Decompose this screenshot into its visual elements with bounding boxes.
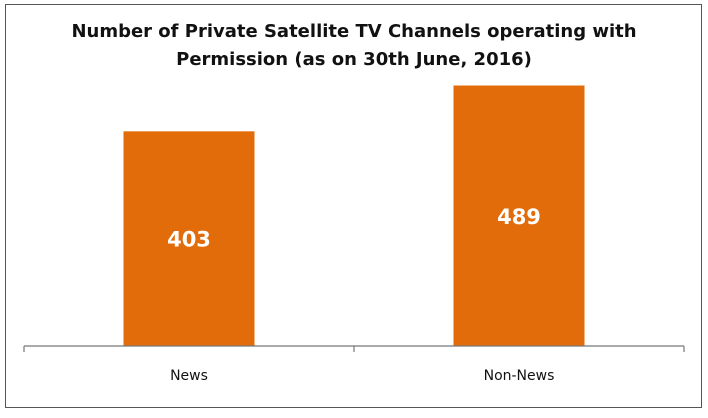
- chart-frame: [5, 4, 702, 408]
- bar-non-news: [453, 85, 585, 346]
- data-label: 489: [497, 205, 541, 229]
- x-tick-label: Non-News: [484, 368, 555, 384]
- chart-title: Number of Private Satellite TV Channels …: [0, 18, 708, 74]
- chart-title-line-2: Permission (as on 30th June, 2016): [176, 49, 532, 70]
- x-tick-label: News: [170, 368, 208, 384]
- chart-title-line-1: Number of Private Satellite TV Channels …: [71, 21, 637, 42]
- bar-news: [123, 131, 255, 346]
- data-label: 403: [167, 228, 211, 252]
